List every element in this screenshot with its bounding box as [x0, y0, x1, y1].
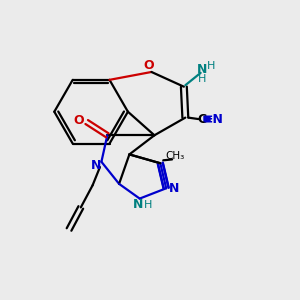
- Text: CH₃: CH₃: [165, 151, 185, 161]
- Text: N: N: [169, 182, 180, 195]
- Text: N: N: [91, 159, 101, 172]
- Text: O: O: [143, 59, 154, 72]
- Text: H: H: [144, 200, 152, 210]
- Text: C: C: [197, 112, 206, 126]
- Text: H: H: [207, 61, 215, 71]
- Text: N: N: [133, 198, 143, 211]
- Text: H: H: [198, 74, 207, 84]
- Text: O: O: [73, 114, 84, 127]
- Text: N: N: [197, 63, 208, 76]
- Text: ≡N: ≡N: [203, 112, 224, 126]
